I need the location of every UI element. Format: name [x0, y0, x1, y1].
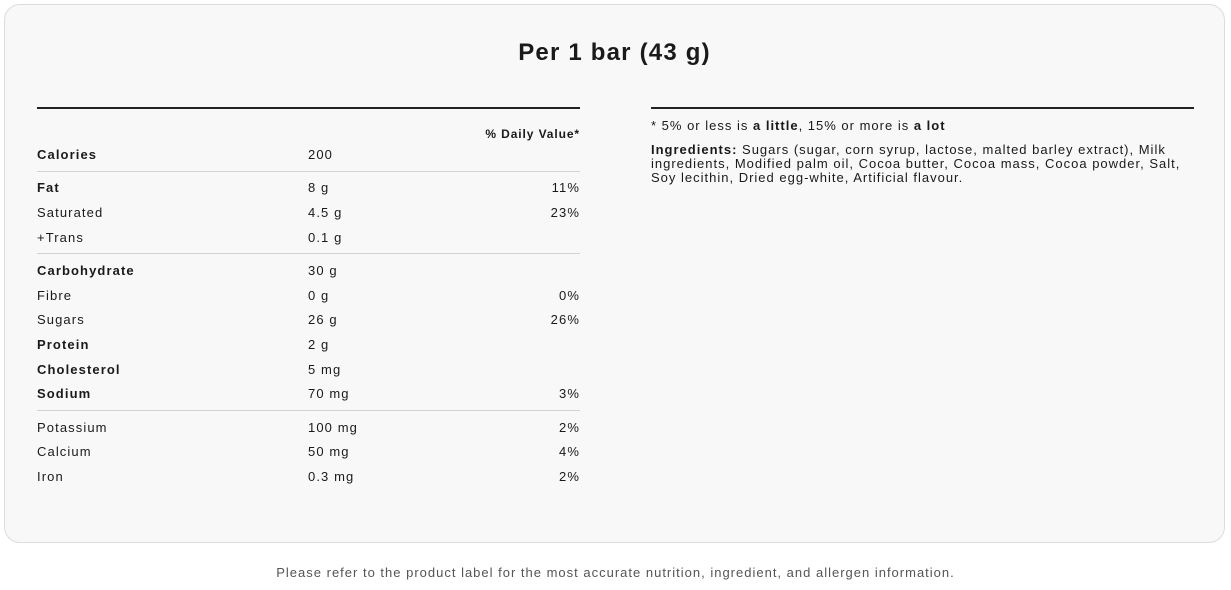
nutrient-row: Sodium 70 mg 3% [37, 381, 580, 406]
nutrient-amount: 200 [308, 146, 333, 162]
nutrient-group: Carbohydrate 30 g Fibre 0 g 0% Sugars 26 g 26% P… [37, 253, 580, 410]
nutrient-name: Fibre [37, 287, 73, 303]
legend-middle: , 15% or more is [798, 118, 914, 133]
nutrient-name: Iron [37, 468, 64, 484]
legend-prefix: * 5% or less is [651, 118, 753, 133]
nutrient-amount: 4.5 g [308, 204, 343, 220]
nutrient-group: Potassium 100 mg 2% Calcium 50 mg 4% Iron 0.3 m… [37, 409, 580, 493]
nutrient-amount: 5 mg [308, 361, 342, 377]
serving-title: Per 1 bar (43 g) [518, 39, 711, 66]
daily-value-header: % Daily Value* [485, 127, 580, 141]
nutrition-table: % Daily Value* Calories 200 Fat 8 g 11% Satur… [37, 107, 580, 493]
nutrient-name: Calories [37, 146, 98, 162]
daily-value-legend: * 5% or less is a little, 15% or more is… [651, 118, 1194, 134]
nutrient-row: Fat 8 g 11% [37, 176, 580, 201]
nutrient-group: Fat 8 g 11% Saturated 4.5 g 23% +Trans 0.1 g [37, 170, 580, 254]
nutrient-name: Cholesterol [37, 361, 121, 377]
nutrient-name: Sugars [37, 312, 85, 328]
nutrient-daily-value: 0% [559, 287, 580, 303]
nutrient-amount: 50 mg [308, 444, 350, 460]
nutrient-row: Fibre 0 g 0% [37, 283, 580, 308]
nutrition-panel: Per 1 bar (43 g) % Daily Value* Calories… [4, 4, 1225, 543]
nutrient-name: Carbohydrate [37, 263, 135, 279]
legend-little: a little [752, 118, 799, 133]
nutrient-row: Protein 2 g [37, 332, 580, 357]
ingredients-text: Ingredients: Sugars (sugar, corn syrup, … [651, 143, 1194, 185]
info-column: * 5% or less is a little, 15% or more is… [651, 107, 1194, 185]
nutrient-row: Sugars 26 g 26% [37, 308, 580, 333]
legend-lot: a lot [913, 118, 946, 133]
nutrient-name: Protein [37, 336, 90, 352]
nutrient-daily-value: 11% [551, 180, 580, 196]
nutrient-name: Fat [37, 180, 60, 196]
nutrient-amount: 0.1 g [308, 229, 343, 245]
nutrient-amount: 8 g [308, 180, 330, 196]
nutrient-name: +Trans [37, 229, 84, 245]
nutrient-row: Saturated 4.5 g 23% [37, 200, 580, 225]
nutrient-amount: 30 g [308, 263, 338, 279]
nutrient-daily-value: 2% [559, 419, 580, 435]
nutrient-row: Calcium 50 mg 4% [37, 440, 580, 465]
nutrient-amount: 0.3 mg [308, 468, 355, 484]
ingredients-label: Ingredients: [651, 142, 738, 157]
nutrient-row: Calories 200 [37, 142, 580, 167]
nutrient-daily-value: 2% [559, 468, 580, 484]
nutrient-amount: 2 g [308, 336, 330, 352]
nutrient-daily-value: 23% [550, 204, 580, 220]
nutrient-row: Cholesterol 5 mg [37, 357, 580, 382]
disclaimer-footer: Please refer to the product label for th… [276, 565, 955, 580]
nutrient-row: Potassium 100 mg 2% [37, 415, 580, 440]
nutrient-groups: Calories 200 Fat 8 g 11% Saturated 4.5 g 23% +Tr… [37, 142, 580, 493]
nutrient-amount: 100 mg [308, 419, 358, 435]
nutrient-daily-value: 4% [559, 444, 580, 460]
nutrient-amount: 70 mg [308, 386, 350, 402]
nutrient-daily-value: 26% [550, 312, 580, 328]
ingredients-list: Sugars (sugar, corn syrup, lactose, malt… [651, 142, 1181, 185]
nutrient-daily-value: 3% [559, 386, 580, 402]
nutrient-group: Calories 200 [37, 142, 580, 171]
nutrient-row: Carbohydrate 30 g [37, 258, 580, 283]
nutrient-row: Iron 0.3 mg 2% [37, 464, 580, 489]
nutrient-name: Sodium [37, 386, 92, 402]
nutrient-name: Calcium [37, 444, 92, 460]
nutrient-row: +Trans 0.1 g [37, 225, 580, 250]
nutrient-amount: 0 g [308, 287, 330, 303]
nutrient-name: Potassium [37, 419, 108, 435]
nutrient-name: Saturated [37, 204, 104, 220]
nutrient-amount: 26 g [308, 312, 338, 328]
